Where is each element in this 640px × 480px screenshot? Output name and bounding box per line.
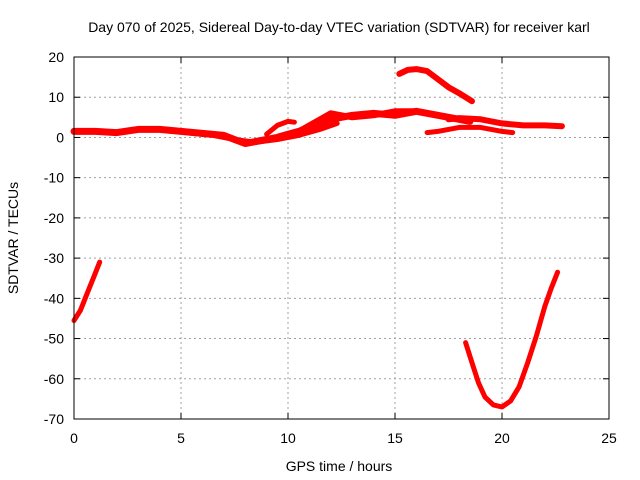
x-tick-label: 20 bbox=[494, 430, 510, 446]
series-arc-late-high bbox=[445, 115, 565, 130]
x-tick-labels: 0 5 10 15 20 25 bbox=[70, 430, 617, 446]
y-tick-label: 10 bbox=[48, 89, 64, 105]
y-tick-label: 0 bbox=[56, 129, 64, 145]
y-tick-labels: -70 -60 -50 -40 -30 -20 -10 0 10 20 bbox=[44, 49, 64, 427]
x-tick-label: 25 bbox=[601, 430, 617, 446]
series-arc-valley bbox=[463, 269, 561, 410]
series-arc-peak bbox=[396, 66, 475, 105]
x-tick-label: 10 bbox=[280, 430, 296, 446]
y-tick-label: -10 bbox=[44, 170, 64, 186]
axis-ticks bbox=[73, 56, 610, 420]
series-layer bbox=[70, 66, 565, 410]
y-axis-label: SDTVAR / TECUs bbox=[5, 182, 21, 294]
y-tick-label: -50 bbox=[44, 331, 64, 347]
x-tick-label: 15 bbox=[387, 430, 403, 446]
y-tick-label: -60 bbox=[44, 371, 64, 387]
x-axis-label: GPS time / hours bbox=[286, 458, 393, 474]
series-arc-late-low bbox=[424, 124, 516, 136]
series-arc-short-hump bbox=[264, 118, 297, 137]
series-arc-morning-overlap bbox=[189, 120, 340, 145]
y-tick-label: 20 bbox=[48, 49, 64, 65]
series-arc-early-negative bbox=[71, 259, 103, 323]
y-tick-label: -40 bbox=[44, 290, 64, 306]
y-tick-label: -20 bbox=[44, 210, 64, 226]
x-tick-label: 0 bbox=[70, 430, 78, 446]
y-tick-label: -70 bbox=[44, 411, 64, 427]
y-tick-label: -30 bbox=[44, 250, 64, 266]
chart-title: Day 070 of 2025, Sidereal Day-to-day VTE… bbox=[88, 19, 590, 35]
plot-frame bbox=[73, 56, 610, 420]
series-arc-midday bbox=[295, 108, 441, 135]
x-tick-label: 5 bbox=[177, 430, 185, 446]
